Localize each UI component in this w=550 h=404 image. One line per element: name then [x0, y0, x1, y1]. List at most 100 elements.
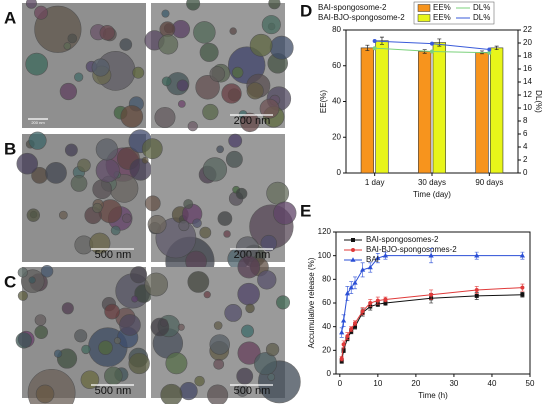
vesicle — [80, 370, 100, 390]
panel-label: E — [300, 201, 311, 220]
marker — [372, 39, 377, 44]
vesicle — [161, 9, 170, 18]
vesicle — [35, 384, 55, 404]
vesicle — [268, 0, 281, 10]
vesicle — [61, 302, 74, 315]
vesicle — [179, 381, 198, 401]
vesicle — [63, 42, 72, 50]
vesicle — [228, 133, 243, 148]
vesicle — [254, 352, 278, 376]
marker — [430, 49, 434, 54]
vesicle — [223, 230, 231, 238]
vesicle — [119, 314, 141, 336]
y-tick-label: 20 — [322, 345, 331, 354]
marker — [428, 252, 434, 258]
marker — [474, 293, 479, 298]
y2-tick-label: 12 — [523, 90, 532, 99]
marker — [350, 257, 356, 262]
vesicle — [269, 35, 294, 60]
error-bar — [379, 36, 384, 45]
vesicle — [26, 208, 41, 222]
y-tick-label: 80 — [332, 25, 341, 34]
vesicle — [177, 323, 185, 331]
marker — [383, 301, 388, 305]
legend-label: EE% — [433, 13, 451, 22]
vesicle — [240, 112, 260, 133]
vesicle — [28, 276, 36, 284]
marker — [353, 321, 358, 326]
vesicle — [266, 181, 290, 205]
bar — [375, 40, 389, 174]
vesicle — [260, 234, 278, 252]
vesicle — [17, 267, 28, 278]
vesicle — [257, 270, 277, 290]
vesicle — [221, 83, 242, 104]
x-tick-label: 1 day — [365, 178, 385, 187]
y2-tick-label: 0 — [523, 168, 528, 177]
marker — [341, 348, 346, 353]
x-tick-label: 40 — [488, 379, 497, 388]
x-tick-label: 20 — [411, 379, 420, 388]
marker — [383, 297, 388, 302]
vesicle — [131, 295, 139, 303]
vesicle — [195, 74, 220, 100]
vesicle — [59, 82, 78, 101]
marker — [474, 252, 480, 258]
marker — [349, 327, 354, 332]
marker — [360, 267, 366, 272]
y2-tick-label: 4 — [523, 142, 528, 151]
vesicle — [246, 82, 264, 100]
legend-label: BAI — [366, 255, 379, 264]
vesicle — [237, 341, 261, 365]
panel-label: B — [4, 139, 16, 158]
vesicle — [187, 271, 210, 293]
vesicle — [224, 303, 243, 322]
vesicle — [199, 226, 212, 239]
x-tick-label: 30 — [449, 379, 458, 388]
vesicle — [177, 100, 186, 108]
vesicle — [15, 332, 32, 349]
vesicle — [144, 195, 161, 212]
y-tick-label: 20 — [332, 132, 341, 141]
vesicle — [110, 225, 121, 236]
vesicle — [53, 349, 63, 358]
y-tick-label: 60 — [332, 61, 341, 70]
marker — [353, 324, 358, 329]
vesicle — [74, 72, 84, 82]
vesicle — [70, 175, 88, 192]
marker — [382, 252, 389, 258]
vesicle — [216, 145, 224, 154]
x-axis-label: Time (h) — [418, 391, 448, 400]
marker — [519, 252, 525, 258]
marker — [339, 329, 345, 335]
marker — [352, 280, 358, 285]
y-tick-label: 40 — [332, 97, 341, 106]
vesicle — [45, 161, 67, 184]
vesicle — [104, 303, 120, 320]
vesicle — [259, 98, 280, 119]
vesicle — [17, 290, 28, 301]
vesicle — [104, 366, 123, 386]
vesicle — [261, 15, 281, 35]
vesicle — [183, 199, 194, 209]
y2-tick-label: 20 — [523, 38, 532, 47]
vesicle — [150, 317, 170, 337]
vesicle — [129, 158, 152, 181]
vesicle — [158, 34, 179, 55]
vesicle — [34, 5, 49, 20]
vesicle — [202, 103, 219, 121]
y-tick-label: 40 — [322, 322, 331, 331]
y2-tick-label: 22 — [523, 25, 532, 34]
vesicle — [81, 344, 91, 355]
x-tick-label: 50 — [526, 379, 535, 388]
vesicle — [40, 265, 54, 278]
marker — [430, 41, 434, 46]
vesicle — [193, 21, 216, 44]
vesicle — [194, 375, 205, 387]
y-axis-label: Accumulative release (%) — [307, 257, 316, 348]
vesicle — [128, 352, 150, 375]
marker — [348, 284, 354, 290]
y2-tick-label: 16 — [523, 64, 532, 73]
vesicle — [122, 213, 132, 224]
vesicle — [99, 25, 115, 41]
